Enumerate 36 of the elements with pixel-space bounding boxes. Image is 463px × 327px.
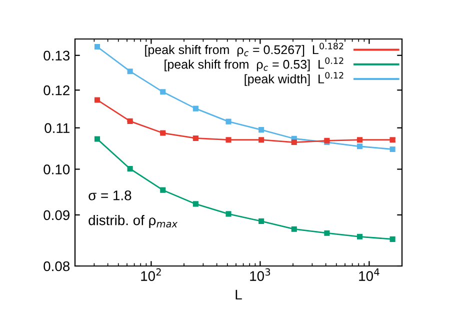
point (291, 226, 297, 232)
y-tick-label: 0.08 (44, 261, 70, 272)
point (94, 44, 100, 50)
point (94, 136, 100, 142)
legend-label: [peak shift from ρ$_{c}$ = 0.5267] L$^{0.182}$ (145, 42, 344, 57)
point (390, 236, 396, 242)
point (127, 166, 133, 172)
point (127, 68, 133, 74)
point (258, 127, 264, 133)
point (291, 140, 297, 146)
point (258, 218, 264, 224)
legend-label: [peak width] L$^{0.12}$ (244, 72, 344, 86)
point (226, 211, 232, 217)
annotation: σ = 1.8 (88, 190, 132, 200)
y-tick-label: 0.12 (44, 85, 70, 96)
point (192, 135, 198, 141)
point (390, 146, 396, 152)
legend-label: [peak shift from ρ$_{c}$ = 0.53] L$^{0.12}$ (164, 57, 344, 72)
y-tick-label: 0.10 (44, 164, 70, 174)
point (160, 187, 166, 193)
x-tick-label: 10$^{2}$ (141, 268, 161, 281)
point (356, 144, 363, 150)
x-tick-label: 10$^{4}$ (359, 268, 380, 281)
point (160, 89, 166, 95)
point (192, 106, 198, 112)
point (356, 234, 363, 240)
point (226, 118, 232, 124)
y-tick-label: 0.13 (44, 50, 70, 61)
point (192, 201, 198, 207)
y-tick-label: 0.09 (44, 210, 70, 220)
x-tick-label: 10$^{3}$ (250, 268, 270, 281)
annotation: distrib. of ρ$_{max}$ (88, 215, 178, 228)
x-axis-title: L (236, 290, 242, 300)
point (324, 230, 330, 236)
y-tick-label: 0.11 (44, 123, 70, 134)
point (127, 118, 133, 124)
